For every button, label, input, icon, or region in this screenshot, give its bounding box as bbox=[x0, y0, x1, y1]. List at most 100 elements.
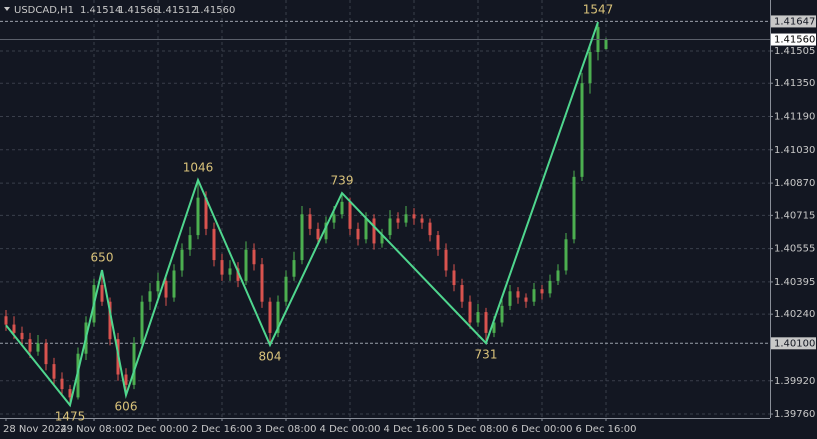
x-tick-label: 4 Dec 16:00 bbox=[384, 424, 445, 435]
candle-body bbox=[212, 228, 216, 261]
current-price-box bbox=[771, 33, 816, 46]
y-tick-label: 1.40395 bbox=[774, 277, 815, 288]
candle-body bbox=[532, 289, 536, 302]
candle-body bbox=[100, 285, 104, 302]
candle-body bbox=[508, 291, 512, 306]
level-box bbox=[771, 337, 816, 350]
candle-body bbox=[236, 268, 240, 281]
candle-body bbox=[140, 301, 144, 344]
candle-body bbox=[132, 343, 136, 385]
candle-body bbox=[428, 222, 432, 236]
y-tick-label: 1.41190 bbox=[774, 112, 815, 123]
candle-body bbox=[524, 297, 528, 302]
candle-body bbox=[420, 218, 424, 223]
candle-body bbox=[460, 285, 464, 302]
level-box bbox=[771, 15, 816, 28]
candle-body bbox=[20, 332, 24, 340]
candle-body bbox=[28, 339, 32, 352]
candle-body bbox=[388, 218, 392, 236]
candle-body bbox=[452, 270, 456, 286]
level-label: 1.40100 bbox=[774, 338, 815, 349]
y-tick-label: 1.41505 bbox=[774, 46, 815, 57]
candle-body bbox=[604, 39, 608, 50]
zigzag-label: 606 bbox=[115, 400, 138, 414]
candle-body bbox=[220, 260, 224, 275]
candle-body bbox=[196, 197, 200, 236]
header-high: 1.41568 bbox=[118, 5, 159, 16]
x-tick-label: 5 Dec 08:00 bbox=[448, 424, 509, 435]
zigzag-label: 731 bbox=[475, 348, 498, 362]
candle-body bbox=[4, 316, 8, 325]
y-tick-label: 1.41030 bbox=[774, 145, 815, 156]
candle-body bbox=[268, 301, 272, 333]
candle-body bbox=[348, 201, 352, 229]
menu-arrow bbox=[4, 7, 10, 11]
y-tick-label: 1.40870 bbox=[774, 178, 815, 189]
candle-body bbox=[292, 260, 296, 277]
y-tick-label: 1.41350 bbox=[774, 78, 815, 89]
x-tick-label: 4 Dec 00:00 bbox=[320, 424, 381, 435]
header-close: 1.41560 bbox=[194, 5, 235, 16]
candle-body bbox=[12, 324, 16, 333]
candle-body bbox=[588, 52, 592, 84]
candle-body bbox=[124, 374, 128, 385]
candle-body bbox=[148, 291, 152, 302]
candle-body bbox=[156, 280, 160, 292]
candle-body bbox=[260, 264, 264, 302]
x-tick-label: 2 Dec 00:00 bbox=[128, 424, 189, 435]
candle-body bbox=[564, 239, 568, 271]
zigzag-label: 1547 bbox=[583, 3, 614, 17]
candle-body bbox=[244, 249, 248, 281]
candle-body bbox=[324, 222, 328, 240]
candle-body bbox=[44, 343, 48, 365]
x-tick-label: 3 Dec 08:00 bbox=[256, 424, 317, 435]
x-tick-label: 2 Dec 16:00 bbox=[192, 424, 253, 435]
candle-body bbox=[548, 280, 552, 294]
candle-body bbox=[364, 218, 368, 240]
x-tick-label: 29 Nov 08:00 bbox=[60, 424, 127, 435]
candle-body bbox=[52, 364, 56, 379]
candle-body bbox=[300, 214, 304, 261]
zigzag-label: 1046 bbox=[183, 160, 214, 174]
candle-body bbox=[444, 249, 448, 271]
candle-body bbox=[396, 218, 400, 223]
candle-body bbox=[252, 249, 256, 265]
candle-body bbox=[164, 280, 168, 298]
zigzag-label: 650 bbox=[91, 251, 114, 265]
candle-body bbox=[484, 312, 488, 333]
current-price-label: 1.41560 bbox=[774, 35, 815, 46]
candle-body bbox=[36, 343, 40, 352]
header: USDCAD,H1 1.41514 1.41568 1.41512 1.4156… bbox=[14, 5, 235, 16]
candle-body bbox=[172, 270, 176, 298]
candle-body bbox=[284, 276, 288, 302]
candle-body bbox=[276, 301, 280, 333]
candle-body bbox=[556, 270, 560, 281]
header-open: 1.41514 bbox=[80, 5, 121, 16]
candle-body bbox=[572, 176, 576, 240]
candle-body bbox=[492, 322, 496, 333]
candle-body bbox=[340, 201, 344, 215]
candle-body bbox=[436, 235, 440, 250]
candle-body bbox=[228, 268, 232, 275]
symbol: USDCAD,H1 bbox=[14, 5, 74, 16]
candle-body bbox=[404, 214, 408, 223]
candle-body bbox=[68, 389, 72, 398]
candle-body bbox=[380, 235, 384, 244]
header-low: 1.41512 bbox=[156, 5, 197, 16]
y-tick-label: 1.40715 bbox=[774, 210, 815, 221]
candle-body bbox=[316, 228, 320, 240]
candle-body bbox=[60, 378, 64, 390]
candle-body bbox=[372, 218, 376, 244]
candle-body bbox=[356, 228, 360, 240]
y-tick-label: 1.39920 bbox=[774, 376, 815, 387]
zigzag-label: 804 bbox=[259, 349, 282, 363]
zigzag-label: 739 bbox=[331, 174, 354, 188]
zigzag-label: 1475 bbox=[55, 410, 86, 424]
candle-body bbox=[540, 289, 544, 294]
candle-body bbox=[412, 214, 416, 219]
candle-body bbox=[516, 291, 520, 298]
candle-body bbox=[500, 305, 504, 323]
x-tick-label: 28 Nov 2024 bbox=[3, 424, 67, 435]
y-tick-label: 1.40555 bbox=[774, 244, 815, 255]
